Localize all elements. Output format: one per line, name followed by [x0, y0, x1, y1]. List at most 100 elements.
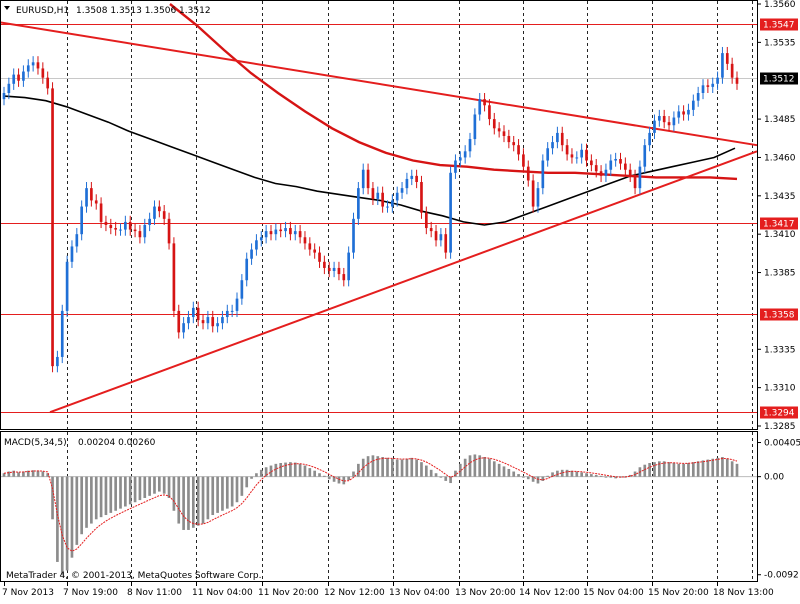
y-tick-label: 1.3435	[764, 192, 796, 202]
candle-body	[624, 163, 627, 170]
price-level-tag	[760, 18, 798, 31]
trendlines[interactable]	[0, 21, 758, 414]
candle-body	[468, 139, 472, 152]
candle-body	[502, 131, 506, 136]
macd-bar	[293, 462, 297, 477]
candle-body	[483, 99, 486, 106]
x-tick-label: 13 Nov 20:00	[455, 588, 516, 598]
macd-bar	[235, 476, 239, 503]
candle-body	[46, 77, 50, 89]
macd-bar	[172, 476, 176, 511]
candle-body	[735, 77, 739, 84]
macd-bar	[109, 476, 113, 513]
macd-bar	[85, 476, 88, 528]
macd-bar	[51, 476, 54, 520]
candle-body	[167, 218, 171, 244]
candle-body	[191, 307, 195, 318]
macd-title: MACD(5,34,5)	[4, 438, 67, 448]
macd-bar	[449, 476, 452, 484]
macd-values: 0.00204 0.00260	[78, 438, 156, 448]
candle-body	[153, 206, 156, 219]
macd-bar	[657, 461, 661, 477]
candle-body	[318, 252, 321, 262]
macd-bar	[444, 476, 448, 481]
macd-bar	[70, 476, 74, 558]
macd-bar	[415, 459, 418, 477]
macd-bar	[75, 476, 79, 545]
x-tick-label: 11 Nov 20:00	[258, 588, 319, 598]
x-tick-label: 15 Nov 04:00	[583, 588, 644, 598]
candle-body	[259, 237, 263, 241]
candle-body	[158, 206, 161, 212]
macd-bar	[677, 463, 681, 477]
x-tick-label: 18 Nov 13:00	[713, 588, 774, 598]
macd-bar	[269, 465, 273, 477]
candle-body	[604, 169, 608, 176]
macd-bar	[211, 476, 215, 516]
candle-body	[225, 310, 229, 318]
macd-bar	[541, 476, 545, 481]
candle-body	[420, 182, 423, 213]
candle-body	[327, 267, 331, 272]
macd-bar	[478, 455, 482, 477]
macd-bar	[706, 459, 710, 477]
macd-bar	[526, 476, 530, 480]
menu-triangle-icon[interactable]	[4, 6, 10, 10]
candle-body	[599, 171, 603, 176]
candle-body	[454, 160, 457, 173]
macd-bar	[730, 461, 734, 477]
current-price-tag	[760, 72, 798, 85]
macd-bar	[492, 461, 496, 477]
symbol-title: EURUSD,H1	[16, 6, 69, 16]
candle-body	[60, 310, 64, 357]
macd-bar	[56, 476, 59, 562]
candle-body	[230, 310, 234, 312]
macd-bar	[206, 476, 210, 520]
macd-bar	[216, 476, 219, 513]
candle-body	[240, 280, 244, 299]
candle-body	[7, 83, 11, 94]
macd-bar	[41, 471, 45, 477]
macd-bar	[454, 470, 457, 477]
macd-bar	[560, 469, 564, 477]
candle-body	[376, 192, 380, 199]
lower-trendline[interactable]	[49, 150, 758, 414]
macd-bar	[590, 474, 593, 477]
macd-bar	[551, 472, 554, 477]
candle-body	[177, 310, 181, 333]
macd-bar	[366, 456, 370, 477]
candle-body	[206, 317, 210, 324]
price-axis: 1.3560 1.3535 1.3485 1.3460 1.3435 1.3410 1.33…	[757, 0, 800, 581]
macd-bar	[26, 470, 30, 477]
macd-bar	[201, 476, 205, 524]
x-tick-label: 7 Nov 2013	[2, 588, 54, 598]
macd-bar	[439, 476, 443, 478]
copyright-text: MetaTrader 4, © 2001-2013, MetaQuotes So…	[6, 571, 262, 581]
macd-bar	[458, 463, 462, 477]
candle-body	[36, 62, 40, 69]
macd-bar	[628, 474, 632, 477]
macd-bar	[347, 476, 350, 481]
upper-trendline[interactable]	[0, 21, 758, 147]
macd-bar	[604, 476, 608, 478]
moving-averages	[3, 3, 738, 226]
macd-bar	[648, 463, 651, 477]
candle-body	[619, 158, 622, 164]
candle-body	[196, 307, 200, 321]
candle-body	[594, 165, 598, 172]
candle-body	[570, 154, 574, 158]
macd-bar	[463, 458, 467, 477]
x-tick-label: 12 Nov 12:00	[324, 588, 385, 598]
macd-bar	[46, 473, 50, 477]
candle-body	[94, 200, 98, 204]
candle-body	[662, 116, 666, 123]
candle-body	[284, 228, 287, 232]
macd-bar	[594, 474, 598, 477]
macd-bar	[221, 476, 224, 511]
macd-bar	[143, 476, 147, 498]
horizontal-levels[interactable]: 1.3547 1.3417 1.3358 1.3294 1.3512	[1, 18, 798, 419]
candle-body	[289, 228, 292, 235]
macd-bar	[22, 471, 25, 477]
